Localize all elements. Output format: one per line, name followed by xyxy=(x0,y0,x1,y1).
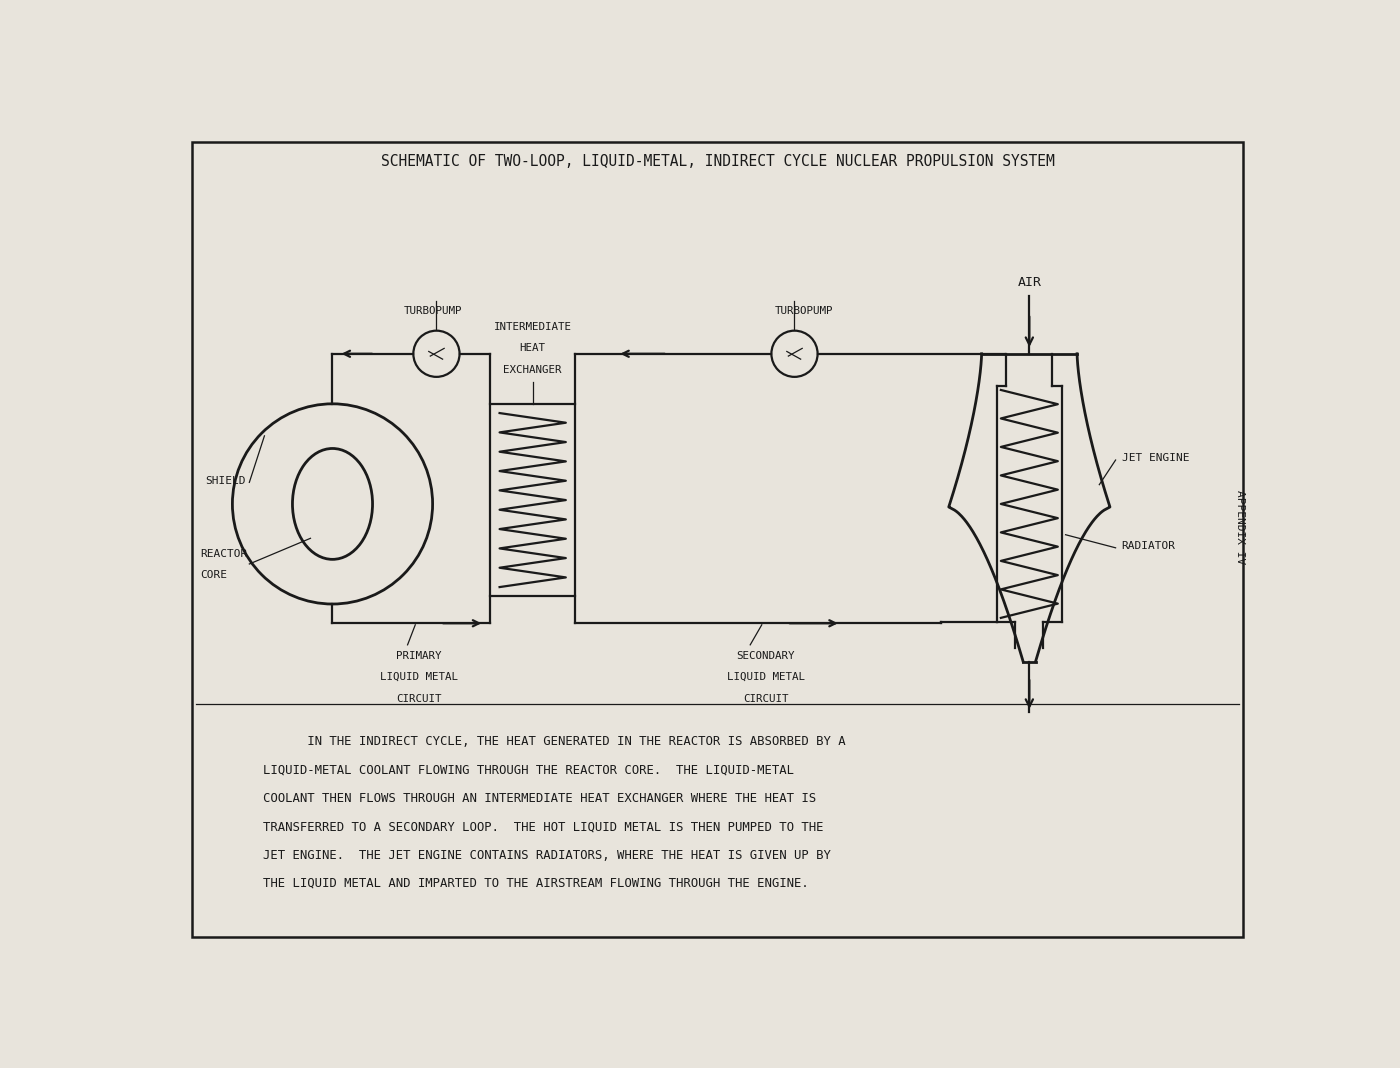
Text: TRANSFERRED TO A SECONDARY LOOP.  THE HOT LIQUID METAL IS THEN PUMPED TO THE: TRANSFERRED TO A SECONDARY LOOP. THE HOT… xyxy=(263,820,823,833)
Text: LIQUID METAL: LIQUID METAL xyxy=(381,672,458,682)
Text: SHIELD: SHIELD xyxy=(206,476,246,486)
Text: TURBOPUMP: TURBOPUMP xyxy=(774,307,833,316)
Text: COOLANT THEN FLOWS THROUGH AN INTERMEDIATE HEAT EXCHANGER WHERE THE HEAT IS: COOLANT THEN FLOWS THROUGH AN INTERMEDIA… xyxy=(263,791,816,804)
Text: LIQUID METAL: LIQUID METAL xyxy=(727,672,805,682)
Text: IN THE INDIRECT CYCLE, THE HEAT GENERATED IN THE REACTOR IS ABSORBED BY A: IN THE INDIRECT CYCLE, THE HEAT GENERATE… xyxy=(263,735,846,748)
Text: TURBOPUMP: TURBOPUMP xyxy=(403,307,462,316)
Text: HEAT: HEAT xyxy=(519,344,546,354)
Text: RADIATOR: RADIATOR xyxy=(1121,541,1176,551)
Text: INTERMEDIATE: INTERMEDIATE xyxy=(494,321,571,332)
Text: AIR: AIR xyxy=(1018,276,1042,288)
Text: CIRCUIT: CIRCUIT xyxy=(396,694,442,704)
Text: CIRCUIT: CIRCUIT xyxy=(743,694,788,704)
Text: JET ENGINE.  THE JET ENGINE CONTAINS RADIATORS, WHERE THE HEAT IS GIVEN UP BY: JET ENGINE. THE JET ENGINE CONTAINS RADI… xyxy=(263,849,832,862)
Text: SCHEMATIC OF TWO-LOOP, LIQUID-METAL, INDIRECT CYCLE NUCLEAR PROPULSION SYSTEM: SCHEMATIC OF TWO-LOOP, LIQUID-METAL, IND… xyxy=(381,154,1054,169)
Text: APPENDIX IV: APPENDIX IV xyxy=(1235,490,1245,564)
Text: PRIMARY: PRIMARY xyxy=(396,650,442,661)
Text: REACTOR: REACTOR xyxy=(200,549,248,559)
Text: EXCHANGER: EXCHANGER xyxy=(504,365,561,375)
Text: JET ENGINE: JET ENGINE xyxy=(1121,453,1189,462)
Text: LIQUID-METAL COOLANT FLOWING THROUGH THE REACTOR CORE.  THE LIQUID-METAL: LIQUID-METAL COOLANT FLOWING THROUGH THE… xyxy=(263,763,794,776)
Text: CORE: CORE xyxy=(200,569,227,580)
Text: SECONDARY: SECONDARY xyxy=(736,650,795,661)
Bar xyxy=(490,404,575,596)
Text: THE LIQUID METAL AND IMPARTED TO THE AIRSTREAM FLOWING THROUGH THE ENGINE.: THE LIQUID METAL AND IMPARTED TO THE AIR… xyxy=(263,877,809,890)
